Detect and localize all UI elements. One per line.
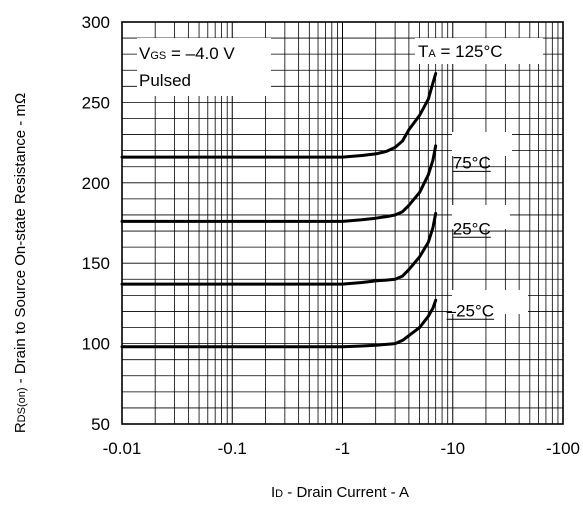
y-tick-label: 150 xyxy=(82,254,110,273)
series-line xyxy=(120,144,438,223)
series-line xyxy=(120,72,438,159)
series-label: –25°C xyxy=(447,301,494,320)
x-axis-label: ID - Drain Current - A xyxy=(271,484,409,501)
series-labels: 75°C 25°C –25°C xyxy=(446,153,495,320)
label-background xyxy=(452,132,512,156)
y-tick-label: 300 xyxy=(82,13,110,32)
series-label: 25°C xyxy=(453,219,491,238)
y-tick-label: 200 xyxy=(82,174,110,193)
label-background xyxy=(137,38,271,96)
x-tick-label: -10 xyxy=(440,439,465,458)
series-line xyxy=(120,211,438,286)
grid xyxy=(121,21,563,425)
label-background xyxy=(452,290,528,314)
y-tick-label: 250 xyxy=(82,93,110,112)
x-tick-label: -1 xyxy=(335,439,350,458)
label-background xyxy=(415,38,543,64)
x-tick-label: -100 xyxy=(546,439,580,458)
label-background xyxy=(452,205,510,229)
x-tick-label: -0.1 xyxy=(218,439,247,458)
condition-vgs: VGS = –4.0 V xyxy=(139,44,235,63)
y-axis-label: RDS(on) - Drain to Source On-state Resis… xyxy=(12,93,29,433)
series-curves xyxy=(120,72,438,349)
ta-label: TA = 125°C xyxy=(418,42,503,61)
plot-area xyxy=(121,21,564,425)
series-line xyxy=(120,298,438,349)
tick-labels: -0.01 -0.1 -1 -10 -100 50 100 150 200 250 300 xyxy=(82,13,580,458)
plot-frame xyxy=(121,21,564,425)
condition-pulsed: Pulsed xyxy=(139,71,191,90)
series-label: 75°C xyxy=(453,153,491,172)
y-tick-label: 100 xyxy=(82,335,110,354)
y-tick-label: 50 xyxy=(91,415,110,434)
x-tick-label: -0.01 xyxy=(103,439,142,458)
